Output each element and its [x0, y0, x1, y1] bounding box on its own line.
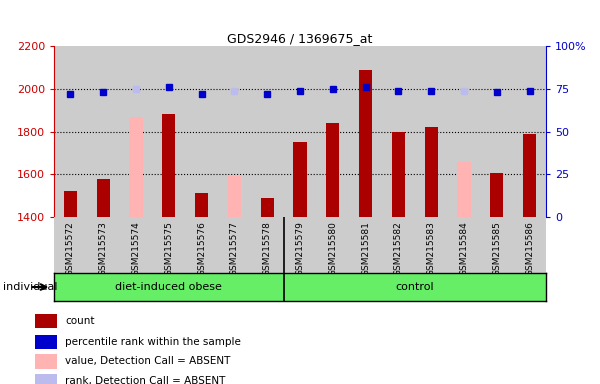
Bar	[130, 117, 143, 217]
Text: diet-induced obese: diet-induced obese	[115, 282, 222, 292]
Bar	[359, 70, 372, 217]
Bar	[260, 198, 274, 217]
Bar	[425, 127, 438, 217]
Text: control: control	[395, 282, 434, 292]
Text: GSM215585: GSM215585	[492, 222, 502, 276]
Bar	[228, 175, 241, 217]
Text: GSM215573: GSM215573	[98, 222, 108, 276]
Title: GDS2946 / 1369675_at: GDS2946 / 1369675_at	[227, 32, 373, 45]
Text: GSM215577: GSM215577	[230, 222, 239, 276]
Text: percentile rank within the sample: percentile rank within the sample	[65, 337, 241, 347]
Text: GSM215583: GSM215583	[427, 222, 436, 276]
Text: individual: individual	[3, 282, 58, 292]
Bar	[293, 142, 307, 217]
Text: GSM215584: GSM215584	[460, 222, 469, 276]
Text: GSM215572: GSM215572	[66, 222, 75, 276]
Bar	[35, 335, 57, 349]
Bar	[457, 162, 470, 217]
Text: GSM215579: GSM215579	[296, 222, 305, 276]
Text: GSM215578: GSM215578	[263, 222, 272, 276]
Bar	[490, 173, 503, 217]
Text: count: count	[65, 316, 95, 326]
Text: GSM215586: GSM215586	[525, 222, 534, 276]
Text: GSM215582: GSM215582	[394, 222, 403, 276]
Text: GSM215575: GSM215575	[164, 222, 173, 276]
Text: GSM215576: GSM215576	[197, 222, 206, 276]
Bar	[326, 123, 340, 217]
Bar	[523, 134, 536, 217]
Bar	[97, 179, 110, 217]
Bar	[35, 354, 57, 369]
Bar	[35, 314, 57, 328]
Bar	[195, 194, 208, 217]
Bar	[162, 114, 175, 217]
Text: GSM215581: GSM215581	[361, 222, 370, 276]
Bar	[392, 131, 405, 217]
Text: rank, Detection Call = ABSENT: rank, Detection Call = ABSENT	[65, 376, 226, 384]
Text: GSM215580: GSM215580	[328, 222, 337, 276]
Bar	[35, 374, 57, 384]
Bar	[64, 191, 77, 217]
Text: GSM215574: GSM215574	[131, 222, 140, 276]
Text: value, Detection Call = ABSENT: value, Detection Call = ABSENT	[65, 356, 231, 366]
